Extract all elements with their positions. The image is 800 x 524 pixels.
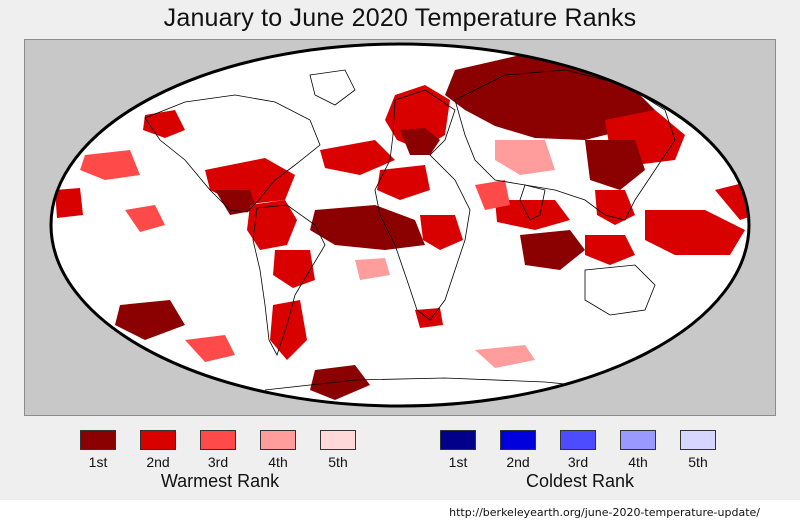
region-south-atlantic	[355, 258, 390, 280]
coast-north-america	[144, 94, 321, 213]
legend-warm-title: Warmest Rank	[160, 471, 280, 491]
legend-cold-title: Coldest Rank	[525, 471, 635, 491]
legend-cold-label: 4th	[628, 454, 648, 470]
legend-warm-label: 1st	[88, 454, 108, 470]
region-china	[585, 140, 645, 190]
region-west-pacific	[645, 210, 745, 255]
region-pacific-east	[125, 205, 165, 232]
region-mexico	[215, 190, 257, 215]
legend-warm-label: 4th	[268, 454, 288, 470]
world-map	[49, 42, 751, 408]
globe-outline	[49, 42, 751, 408]
legend-cold-swatch	[500, 430, 536, 450]
legend-cold-label: 5th	[688, 454, 708, 470]
legend-coldest: 1st 2nd 3rd 4th 5th Coldest Rank	[440, 430, 720, 492]
region-west-edge	[55, 188, 83, 218]
legend-warm-swatch	[80, 430, 116, 450]
legend-warmest: 1st 2nd 3rd 4th 5th Warmest Rank	[80, 430, 360, 492]
region-south-pacific	[115, 300, 185, 340]
legend-warm-swatch	[140, 430, 176, 450]
region-south-africa	[415, 308, 443, 328]
source-url[interactable]: http://berkeleyearth.org/june-2020-tempe…	[449, 506, 760, 519]
region-indian-southern	[475, 345, 535, 368]
region-indian-ocean	[495, 200, 570, 230]
region-patagonia	[270, 300, 307, 360]
region-canada-west	[80, 150, 140, 180]
legend-cold-swatches	[440, 430, 720, 452]
region-arabian	[475, 180, 510, 210]
coast-greenland	[309, 69, 356, 106]
region-north-atlantic	[320, 140, 395, 175]
coast-australia	[584, 264, 656, 316]
region-middle-asia	[495, 140, 555, 175]
coast-south-america	[252, 204, 326, 357]
legend-warm-swatch	[200, 430, 236, 450]
region-europe	[385, 85, 450, 150]
region-tropical-atlantic	[310, 205, 425, 250]
region-west-australia-sea	[520, 230, 585, 270]
region-europe-south	[400, 128, 440, 155]
legend-cold-swatch	[620, 430, 656, 450]
legend-warm-swatches	[80, 430, 360, 452]
legend-cold-swatch	[440, 430, 476, 450]
region-far-east-edge	[715, 180, 749, 220]
region-amazon	[247, 200, 297, 250]
region-west-africa	[377, 165, 430, 200]
coast-europe-africa	[374, 89, 471, 321]
region-australia-north	[585, 235, 635, 265]
map-title: January to June 2020 Temperature Ranks	[163, 4, 637, 32]
coast-india	[519, 184, 546, 221]
region-central-africa	[420, 215, 463, 250]
legend-warm-label: 5th	[328, 454, 348, 470]
region-southern-ocean	[185, 335, 235, 362]
legend-cold-label: 2nd	[506, 454, 530, 470]
legend-cold-swatch	[680, 430, 716, 450]
legend-cold-label: 1st	[448, 454, 468, 470]
legend-cold-swatch	[560, 430, 596, 450]
legend-warm-swatch	[320, 430, 356, 450]
legend-warm-swatch	[260, 430, 296, 450]
region-southeast-asia	[595, 190, 635, 225]
legend-warm-label: 2nd	[146, 454, 170, 470]
legend-cold-label: 3rd	[567, 454, 589, 470]
legend-warm-label: 3rd	[207, 454, 229, 470]
map-panel	[24, 39, 776, 416]
region-antarctic-peninsula	[310, 365, 370, 400]
